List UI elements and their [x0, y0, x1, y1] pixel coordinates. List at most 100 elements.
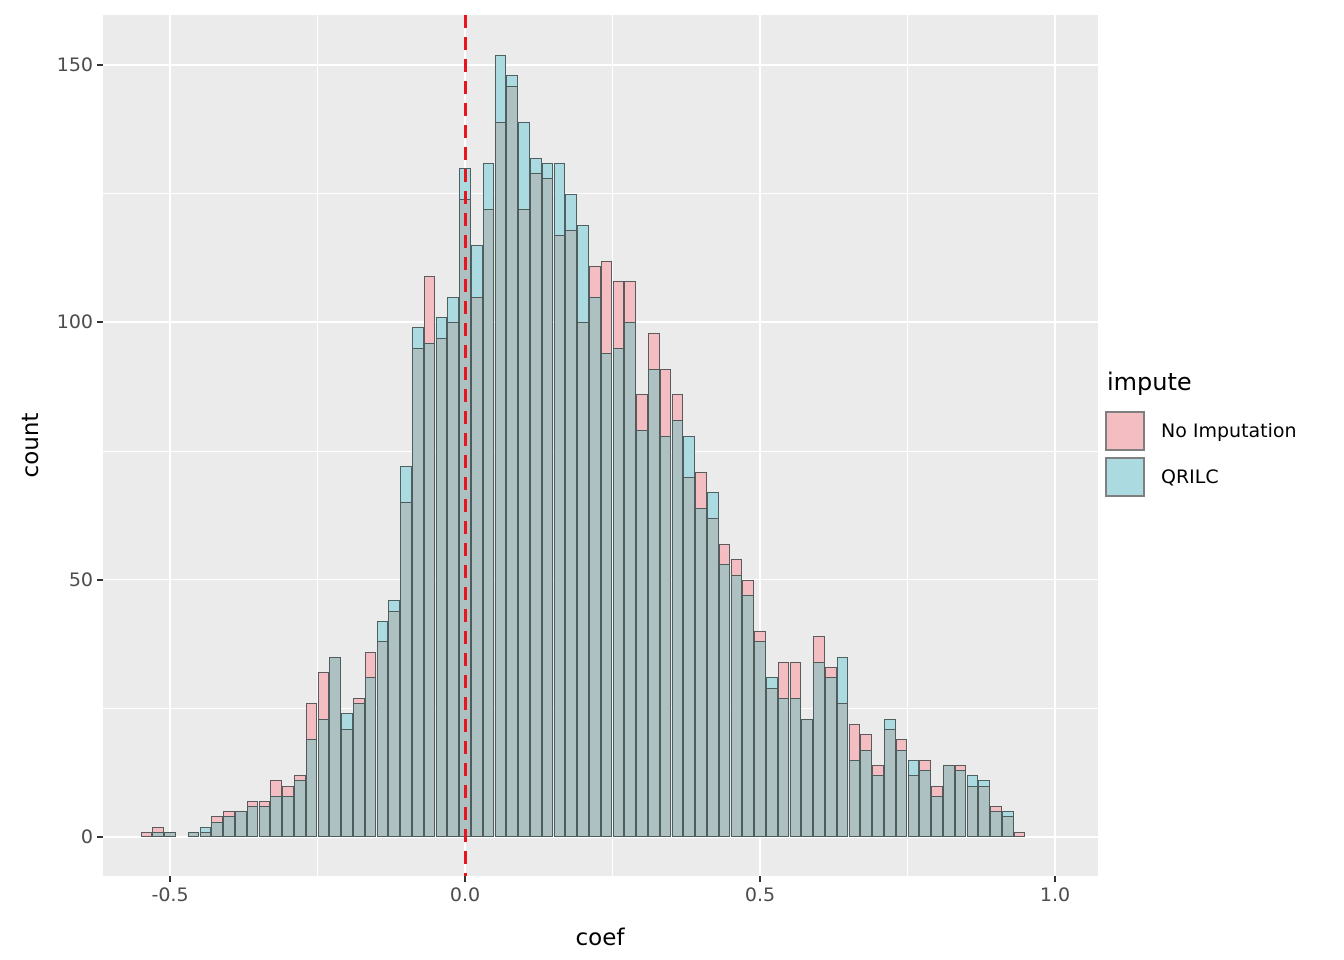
y-tick-mark — [97, 63, 103, 66]
histogram-bar-overlap — [742, 595, 755, 837]
histogram-bar-overlap — [565, 229, 578, 837]
y-tick-mark — [97, 321, 103, 324]
histogram-bar-overlap — [588, 296, 601, 837]
y-tick-label: 0 — [80, 826, 93, 848]
gridline-horizontal — [103, 64, 1098, 66]
histogram-bar-overlap — [813, 662, 825, 837]
histogram-bar-overlap — [765, 687, 778, 837]
histogram-bar-overlap — [211, 821, 224, 837]
legend-key-swatch — [1105, 457, 1145, 497]
histogram-bar-overlap — [600, 353, 613, 837]
y-tick-label: 150 — [56, 53, 93, 76]
gridline-vertical — [317, 15, 318, 876]
histogram-bar-overlap — [435, 337, 448, 837]
x-tick-label: 1.0 — [1039, 884, 1071, 906]
legend-item: No Imputation — [1105, 410, 1340, 452]
gridline-vertical — [907, 15, 908, 876]
histogram-bar-no-imputation — [329, 656, 342, 837]
x-tick-label: 0.5 — [744, 884, 776, 906]
histogram-bar-overlap — [931, 795, 943, 837]
histogram-bar-overlap — [954, 770, 967, 837]
histogram-bar-no-imputation — [942, 764, 955, 837]
x-axis-title: coef — [575, 925, 625, 951]
histogram-bar-overlap — [494, 121, 507, 837]
histogram-bar-overlap — [683, 476, 696, 837]
legend-item-label: No Imputation — [1161, 420, 1297, 442]
gridline-vertical — [169, 15, 171, 876]
histogram-bar-overlap — [518, 209, 530, 837]
histogram-bar-no-imputation — [164, 831, 176, 837]
histogram-bar-overlap — [883, 728, 896, 837]
gridline-vertical — [612, 15, 613, 876]
histogram-bar-overlap — [364, 677, 377, 837]
gridline-vertical — [1054, 15, 1056, 876]
histogram-bar-overlap — [789, 698, 802, 837]
histogram-bar-overlap — [1001, 816, 1014, 837]
histogram-bar-overlap — [282, 795, 294, 837]
histogram-bar-overlap — [293, 780, 306, 837]
histogram-bar-overlap — [647, 368, 660, 837]
x-tick-mark — [1054, 876, 1056, 882]
histogram-bar-overlap — [258, 806, 271, 837]
histogram-bar-overlap — [754, 641, 766, 837]
x-tick-label: 0.0 — [449, 884, 481, 906]
x-tick-mark — [464, 876, 466, 882]
histogram-bar-overlap — [730, 574, 743, 837]
y-tick-label: 100 — [56, 311, 93, 334]
zero-reference-line — [463, 15, 467, 876]
histogram-bar-overlap — [895, 749, 908, 837]
legend: impute No Imputation QRILC — [1105, 368, 1340, 502]
histogram-bar-overlap — [695, 507, 707, 837]
histogram-bar-overlap — [836, 703, 849, 837]
histogram-bar-overlap — [341, 728, 353, 837]
gridline-horizontal — [103, 193, 1098, 195]
histogram-bar-overlap — [352, 703, 365, 837]
plot-panel — [103, 15, 1098, 876]
histogram-bar-overlap — [482, 209, 495, 837]
histogram-bar-overlap — [848, 759, 861, 837]
histogram-bar-no-imputation — [187, 831, 200, 837]
histogram-bar-overlap — [624, 322, 637, 837]
histogram-bar-overlap — [919, 770, 932, 837]
histogram-bar-overlap — [423, 342, 436, 837]
histogram-bar-overlap — [388, 610, 401, 837]
histogram-bar-overlap — [872, 775, 884, 837]
y-tick-mark — [97, 836, 103, 838]
histogram-bar-overlap — [447, 322, 460, 837]
histogram-bar-overlap — [577, 322, 589, 837]
histogram-bar-overlap — [612, 348, 625, 837]
histogram-bar-overlap — [907, 775, 920, 837]
histogram-bar-overlap — [541, 178, 554, 837]
histogram-bar-overlap — [553, 234, 566, 837]
y-tick-mark — [97, 578, 103, 581]
histogram-bar-overlap — [659, 435, 672, 837]
legend-key-swatch — [1105, 411, 1145, 451]
y-tick-label: 50 — [68, 568, 93, 591]
histogram-bar-overlap — [718, 564, 731, 837]
histogram-bar-overlap — [706, 517, 719, 837]
histogram-bar-no-imputation — [1013, 831, 1026, 837]
histogram-bar-overlap — [411, 348, 424, 837]
x-tick-label: -0.5 — [151, 884, 189, 906]
histogram-bar-overlap — [506, 85, 519, 837]
x-tick-mark — [759, 876, 761, 882]
histogram-bar-overlap — [777, 698, 790, 837]
histogram-bar-overlap — [152, 831, 165, 837]
histogram-bar-overlap — [860, 749, 873, 837]
y-axis-title: count — [18, 412, 44, 478]
x-tick-mark — [169, 876, 171, 882]
histogram-bar-overlap — [376, 641, 389, 837]
histogram-bar-overlap — [223, 816, 235, 837]
legend-item: QRILC — [1105, 456, 1340, 498]
histogram-bar-no-imputation — [801, 718, 814, 837]
histogram-bar-overlap — [978, 785, 991, 837]
gridline-horizontal — [103, 836, 1098, 838]
histogram-bar-overlap — [470, 296, 483, 837]
legend-item-label: QRILC — [1161, 466, 1219, 488]
histogram-bar-no-imputation — [234, 811, 247, 837]
histogram-bar-overlap — [305, 739, 318, 837]
histogram-bar-overlap — [990, 811, 1002, 837]
histogram-bar-overlap — [400, 502, 412, 837]
histogram-bar-overlap — [529, 173, 542, 837]
